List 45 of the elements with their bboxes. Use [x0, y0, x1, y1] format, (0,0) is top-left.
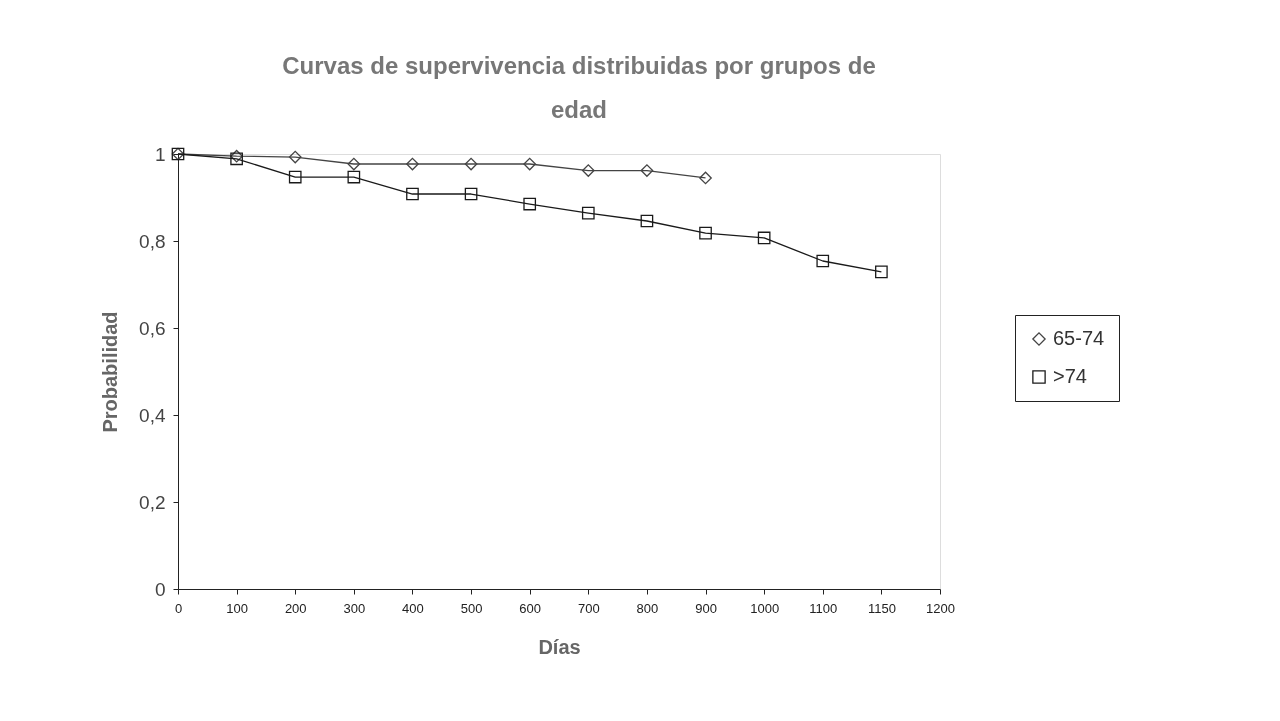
- point: [816, 254, 830, 268]
- x-tick-label: 1200: [926, 600, 955, 616]
- x-tick-label: 400: [402, 600, 424, 616]
- x-tick-label: 600: [519, 600, 542, 616]
- point: [288, 170, 302, 184]
- x-tick-label: 200: [284, 600, 307, 616]
- x-axis-title: Días: [538, 635, 581, 658]
- point: [347, 157, 361, 171]
- y-tick-label: 0,6: [139, 317, 166, 339]
- x-tick-label: 1000: [750, 600, 780, 616]
- point: [757, 231, 771, 245]
- point: [875, 265, 888, 279]
- y-tick-label: 0: [154, 578, 166, 600]
- point: [523, 157, 537, 171]
- point: [699, 226, 712, 240]
- y-tick-label: 0,8: [139, 230, 166, 252]
- point: [406, 187, 419, 201]
- y-tick-label: 0,4: [139, 404, 166, 426]
- point: [699, 171, 712, 185]
- point: [347, 170, 361, 184]
- x-tick-label: 0: [174, 600, 183, 616]
- text: edad: [550, 96, 608, 123]
- x-tick-label: 1100: [809, 600, 838, 616]
- point: [464, 187, 478, 201]
- y-axis-title: Probabilidad: [99, 311, 122, 433]
- point: [640, 214, 654, 228]
- point: [406, 157, 419, 171]
- x-tick-label: 300: [343, 600, 366, 616]
- x-tick-label: 700: [577, 600, 600, 616]
- point: [464, 157, 478, 171]
- point: [581, 206, 595, 220]
- point: [640, 164, 654, 177]
- legend-label: >74: [1053, 365, 1087, 387]
- point: [581, 164, 595, 177]
- point: [288, 150, 302, 164]
- point: [523, 197, 537, 211]
- x-tick-label: 1150: [867, 600, 896, 616]
- legend-label: 65-74: [1053, 327, 1105, 349]
- y-tick-label: 1: [154, 143, 166, 165]
- y-tick-label: 0,2: [139, 491, 166, 513]
- x-tick-label: 500: [460, 600, 483, 616]
- x-tick-label: 100: [226, 600, 248, 616]
- x-tick-label: 800: [636, 600, 659, 616]
- x-tick-label: 900: [695, 600, 717, 616]
- text: Curvas de supervivencia distribuidas por grupos de: [282, 52, 876, 79]
